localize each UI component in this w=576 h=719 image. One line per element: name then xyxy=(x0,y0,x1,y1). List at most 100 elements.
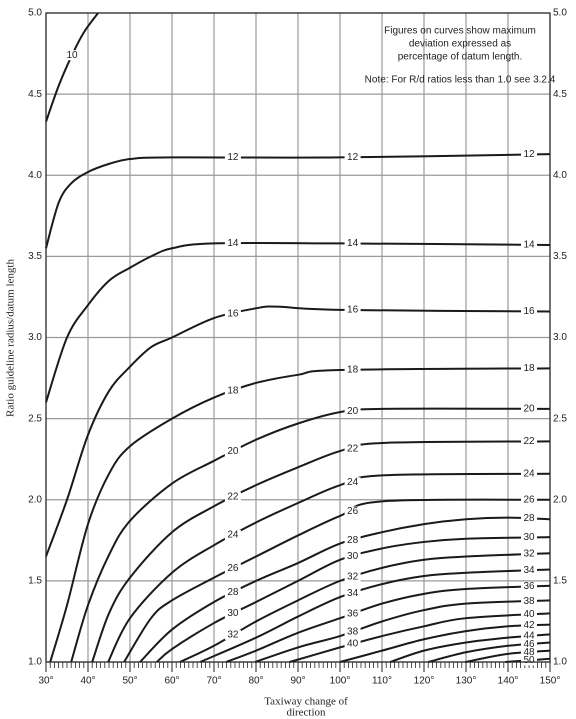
contour-curve xyxy=(70,407,551,663)
x-axis-label: Taxiway change of xyxy=(264,696,348,708)
curve-label-bg xyxy=(344,571,361,582)
curve-label: 16 xyxy=(523,306,535,317)
curve-label-bg xyxy=(224,385,241,396)
curve-label: 16 xyxy=(347,305,359,316)
contour-curve xyxy=(49,367,551,663)
curve-label: 20 xyxy=(227,446,239,457)
note: Note: For R/d ratios less than 1.0 see 3… xyxy=(365,75,556,86)
curve-label-bg xyxy=(521,239,537,250)
y-tick-label-right: 5.0 xyxy=(553,8,567,19)
curve-label-bg xyxy=(521,363,537,374)
y-tick-label: 1.5 xyxy=(28,576,42,587)
curve-label: 16 xyxy=(227,308,239,319)
y-tick-label: 4.5 xyxy=(28,89,42,100)
curve-label: 32 xyxy=(227,629,239,640)
curve-label-bg xyxy=(344,551,361,562)
y-tick-label: 5.0 xyxy=(28,8,42,19)
curve-label: 22 xyxy=(227,491,239,502)
contour-curve xyxy=(139,516,551,663)
curve-label-bg xyxy=(224,529,241,540)
curve-label: 14 xyxy=(347,238,359,249)
curve-label: 46 xyxy=(523,639,535,650)
contour-curve xyxy=(254,599,551,663)
curve-label-bg xyxy=(344,535,361,546)
curve-label-bg xyxy=(521,639,537,650)
curve-label-bg xyxy=(344,406,361,417)
x-tick-label: 90° xyxy=(290,676,305,687)
curve-label-bg xyxy=(521,549,537,560)
curve-label: 30 xyxy=(523,532,535,543)
y-tick-label-right: 1.0 xyxy=(553,657,567,668)
y-tick-label: 3.0 xyxy=(28,332,42,343)
y-tick-label-right: 1.5 xyxy=(553,576,567,587)
y-tick-label: 2.5 xyxy=(28,413,42,424)
curve-label-bg xyxy=(521,403,537,414)
curve-label-bg xyxy=(521,532,537,543)
contour-curve xyxy=(45,12,99,123)
curve-label-bg xyxy=(344,477,361,488)
curve-label: 50 xyxy=(523,655,535,666)
y-tick-label-right: 4.5 xyxy=(553,89,567,100)
curve-label-bg xyxy=(344,152,361,163)
curve-label: 22 xyxy=(347,443,359,454)
contour-curve xyxy=(91,440,551,663)
curve-label: 24 xyxy=(523,469,535,480)
curve-label: 32 xyxy=(523,549,535,560)
curve-label: 42 xyxy=(523,620,535,631)
curve-label-bg xyxy=(521,436,537,447)
curve-label-bg xyxy=(224,629,241,640)
curve-label: 26 xyxy=(523,495,535,506)
y-tick-label: 4.0 xyxy=(28,170,42,181)
x-tick-label: 130° xyxy=(456,676,477,687)
curve-label-bg xyxy=(521,581,537,592)
x-tick-label: 30° xyxy=(38,676,53,687)
curve-labels: 10 12 12 12 14 14 14 16 16 16 18 18 18 20 20 20 22 22 22 24… xyxy=(64,50,537,666)
curve-label: 20 xyxy=(347,406,359,417)
y-tick-label-right: 4.0 xyxy=(553,170,567,181)
contour-curve xyxy=(123,498,551,663)
curve-label: 28 xyxy=(347,535,359,546)
curve-label-bg xyxy=(521,513,537,524)
contour-curve xyxy=(225,584,551,663)
annotation: percentage of datum length. xyxy=(398,52,523,63)
curve-label-bg xyxy=(521,306,537,317)
curve-label-bg xyxy=(521,609,537,620)
curve-label: 12 xyxy=(523,149,535,160)
y-tick-label-right: 3.0 xyxy=(553,332,567,343)
curve-label-bg xyxy=(344,305,361,316)
curve-label: 20 xyxy=(523,404,535,415)
contour-curve xyxy=(156,536,551,663)
y-axis-label: Ratio guideline radius/datum length xyxy=(5,259,17,417)
x-tick-label: 100° xyxy=(330,676,351,687)
curve-label: 26 xyxy=(227,563,239,574)
curve-label: 34 xyxy=(347,588,359,599)
curve-label: 24 xyxy=(227,530,239,541)
curve-label: 28 xyxy=(523,513,535,524)
plot-frame xyxy=(45,12,551,663)
curve-label-bg xyxy=(344,608,361,619)
curve-label: 36 xyxy=(523,581,535,592)
curve-label: 10 xyxy=(66,50,78,61)
curve-label-bg xyxy=(344,364,361,375)
curve-label: 40 xyxy=(523,609,535,620)
x-tick-label: 40° xyxy=(80,676,95,687)
curve-label-bg xyxy=(521,620,537,631)
curve-label: 34 xyxy=(523,565,535,576)
curve-label-bg xyxy=(521,149,537,160)
y-tick-label: 3.5 xyxy=(28,251,42,262)
curve-label-bg xyxy=(521,655,537,666)
x-axis-label: direction xyxy=(286,707,326,719)
curve-label: 24 xyxy=(347,477,359,488)
curve-label: 38 xyxy=(523,596,535,607)
curve-label: 48 xyxy=(523,647,535,658)
curve-label-bg xyxy=(521,631,537,642)
curve-label-bg xyxy=(344,588,361,599)
curve-label-bg xyxy=(224,563,241,574)
y-tick-label-right: 2.0 xyxy=(553,494,567,505)
curve-label: 18 xyxy=(347,364,359,375)
curve-label: 12 xyxy=(227,152,239,163)
x-tick-label: 60° xyxy=(164,676,179,687)
x-tick-label: 120° xyxy=(414,676,435,687)
